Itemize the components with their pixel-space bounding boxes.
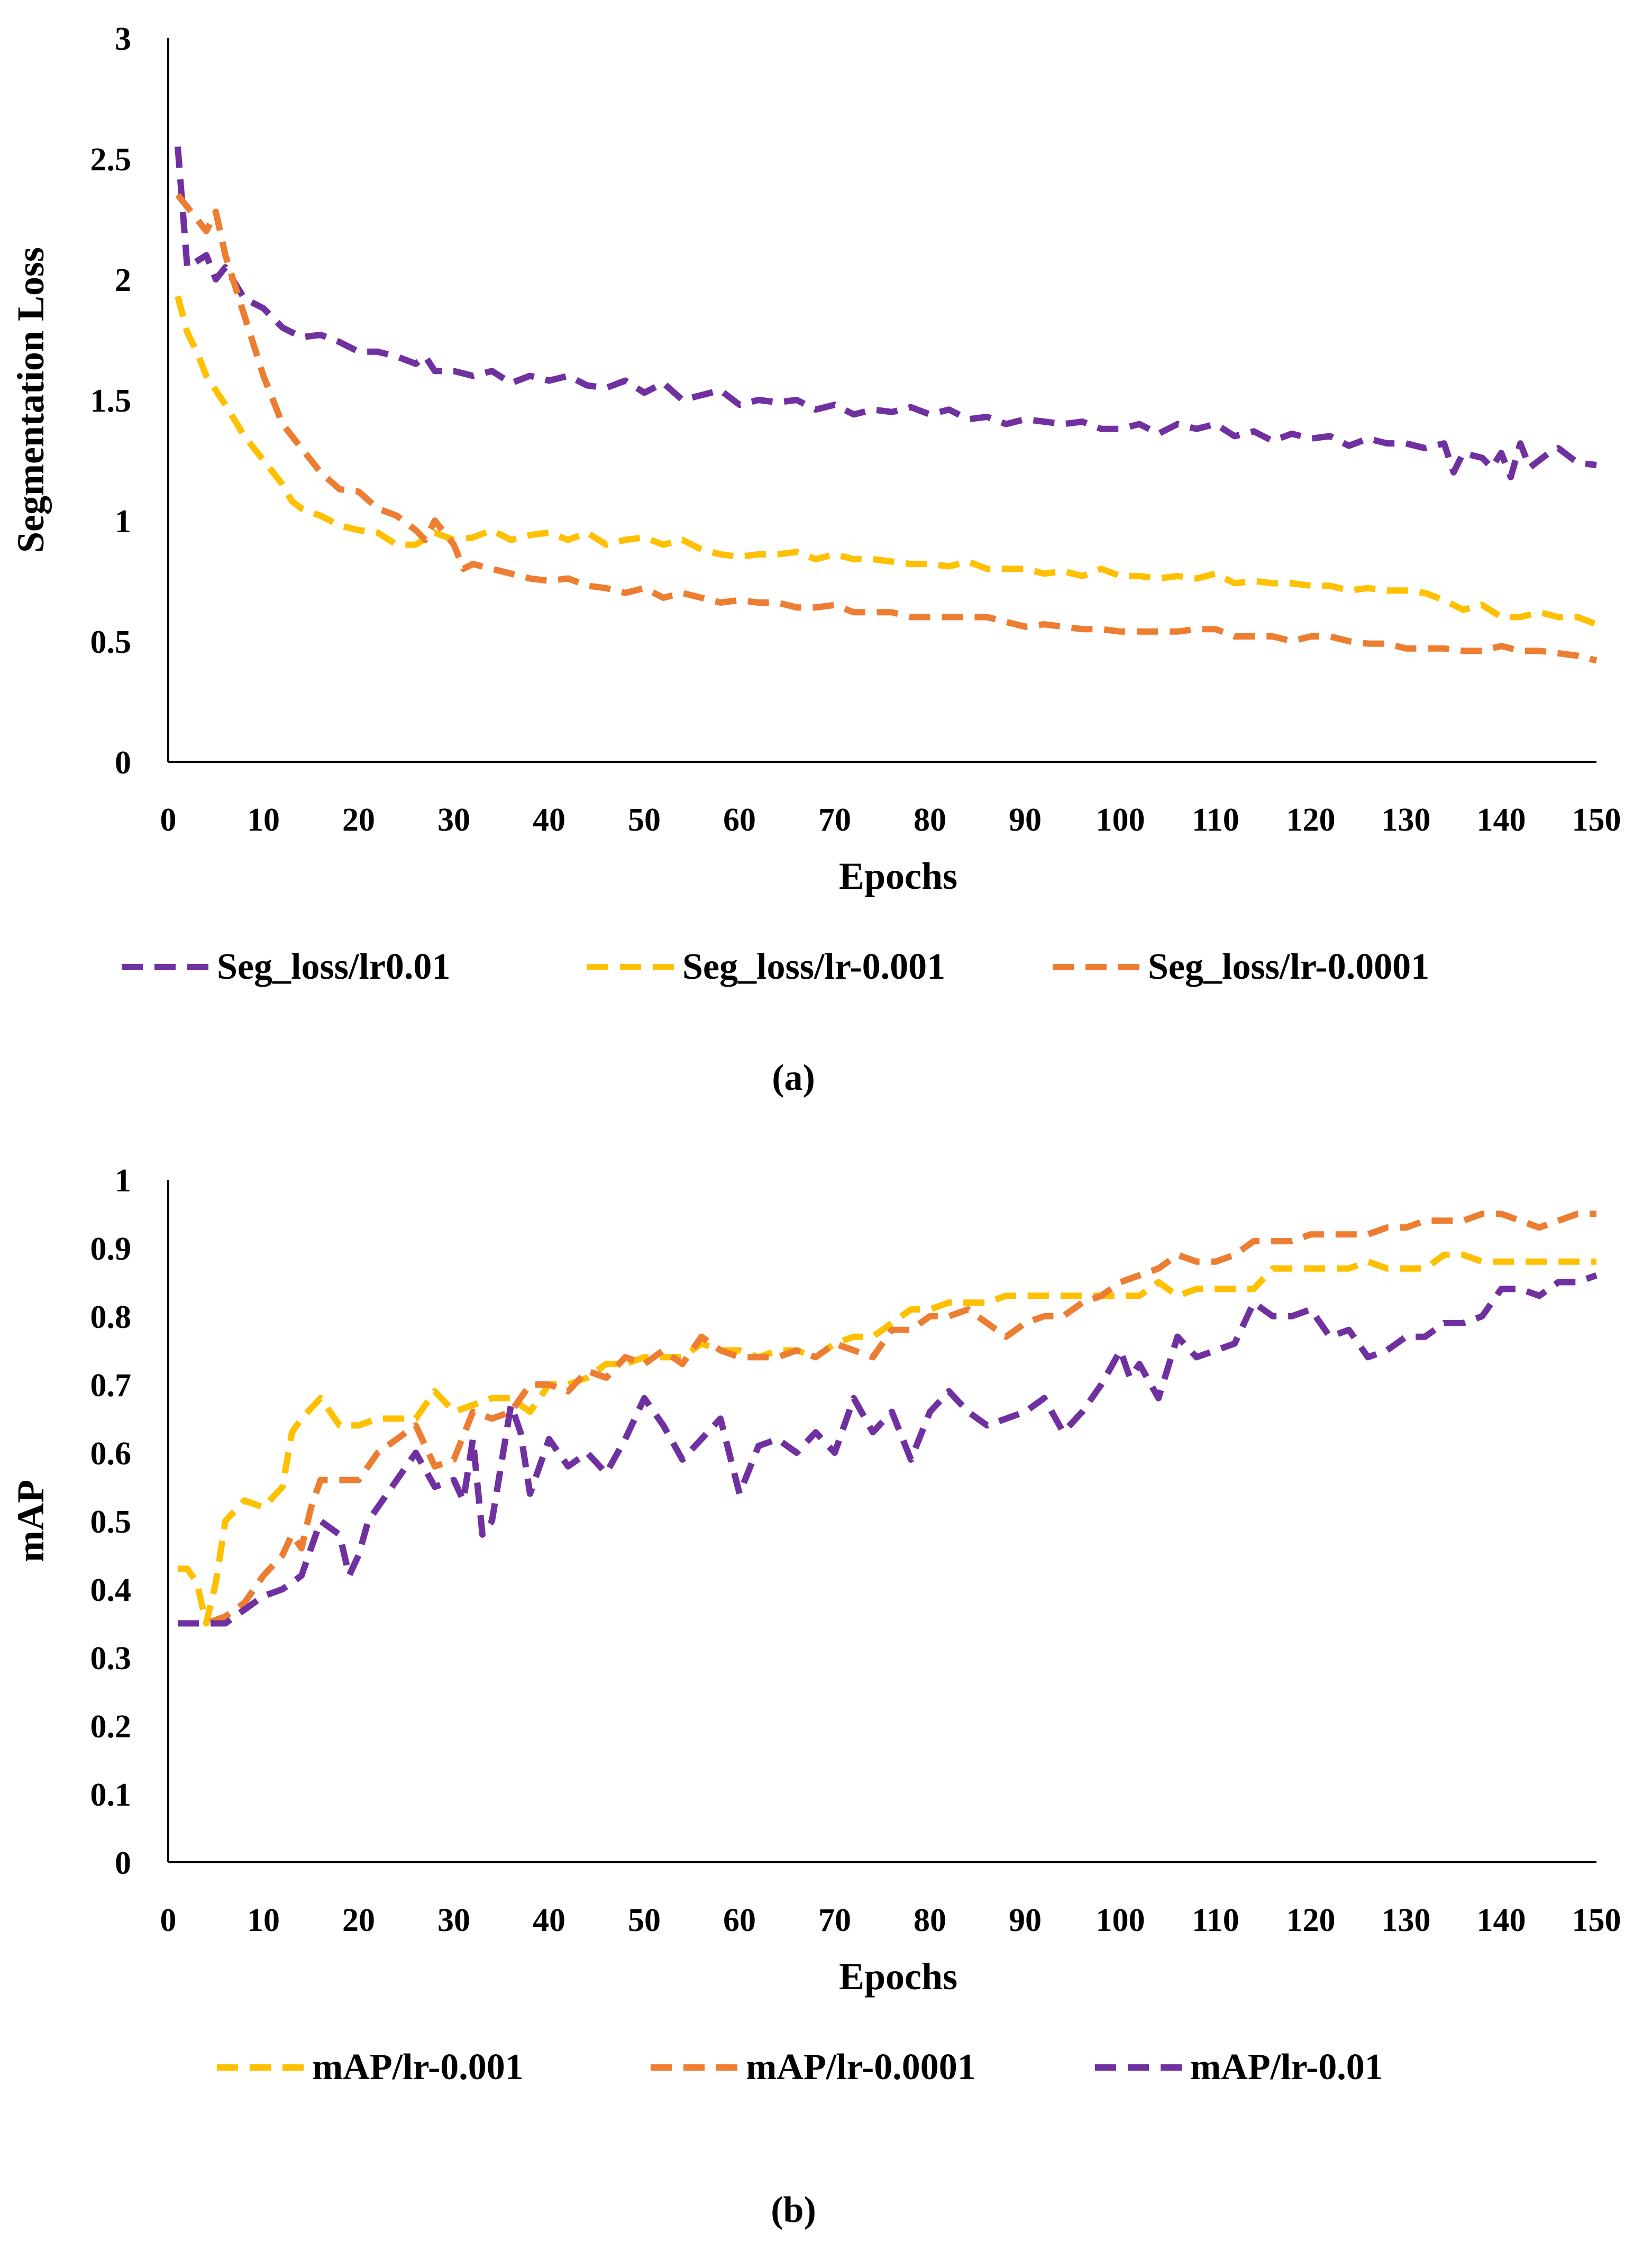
x-tick-label: 150 <box>1572 1902 1621 1938</box>
legend-label: Seg_loss/lr-0.001 <box>682 946 945 987</box>
y-tick-label: 1.5 <box>90 383 132 419</box>
x-tick-label: 130 <box>1382 802 1431 838</box>
y-tick-label: 0.6 <box>90 1436 132 1472</box>
y-tick-label: 3 <box>115 21 131 57</box>
x-tick-label: 20 <box>342 802 375 838</box>
y-tick-label: 0.1 <box>90 1777 132 1813</box>
y-tick-label: 1 <box>115 504 131 540</box>
x-tick-label: 100 <box>1096 802 1145 838</box>
x-tick-label: 70 <box>818 1902 851 1938</box>
x-tick-label: 80 <box>914 1902 946 1938</box>
x-tick-label: 140 <box>1477 802 1526 838</box>
x-tick-label: 150 <box>1572 802 1621 838</box>
y-tick-label: 0.7 <box>90 1368 132 1404</box>
x-tick-label: 130 <box>1382 1902 1431 1938</box>
y-tick-label: 0.5 <box>90 1504 132 1540</box>
series-line-map-lr-0-01 <box>178 1272 1598 1627</box>
panel-caption: (b) <box>771 2190 816 2230</box>
legend-label: mAP/lr-0.001 <box>312 2047 524 2088</box>
y-tick-label: 0.9 <box>90 1231 132 1267</box>
y-tick-label: 0.4 <box>90 1572 132 1608</box>
x-tick-label: 0 <box>160 802 177 838</box>
chart-a: 00.511.522.530 10 20 30 40 50 60 70 80 90 100 110 12… <box>10 21 1621 1098</box>
x-tick-label: 80 <box>914 802 946 838</box>
series-line-map-lr-0-0001 <box>178 1210 1596 1627</box>
panel-caption: (a) <box>772 1058 815 1098</box>
chart-b: 00.10.20.30.40.50.60.70.80.910 10 20 30 40 50… <box>10 1163 1621 2230</box>
x-tick-label: 30 <box>437 802 470 838</box>
series-line-seg-loss-lr-0-001 <box>175 295 1598 627</box>
x-tick-label: 60 <box>723 802 756 838</box>
y-tick-label: 0.8 <box>90 1299 132 1335</box>
x-tick-label: 110 <box>1192 1902 1239 1938</box>
y-tick-label: 2.5 <box>90 142 132 178</box>
x-tick-label: 120 <box>1286 802 1336 838</box>
x-tick-label: 60 <box>723 1902 756 1938</box>
y-axis-title: Segmentation Loss <box>10 247 52 553</box>
x-tick-label: 140 <box>1477 1902 1526 1938</box>
y-tick-label: 0.3 <box>90 1641 132 1677</box>
x-axis-title: Epochs <box>839 855 957 897</box>
x-tick-label: 100 <box>1096 1902 1145 1938</box>
series-line-seg-loss-lr-0-0001 <box>175 193 1598 664</box>
legend-label: Seg_loss/lr-0.0001 <box>1148 946 1429 987</box>
y-tick-label: 0.2 <box>90 1709 132 1745</box>
x-tick-label: 110 <box>1192 802 1239 838</box>
x-tick-label: 50 <box>628 802 661 838</box>
y-tick-label: 0.5 <box>90 624 132 660</box>
x-tick-label: 70 <box>818 802 851 838</box>
x-tick-label: 10 <box>247 802 280 838</box>
x-tick-label: 40 <box>533 1902 565 1938</box>
series-line-seg-loss-lr0-01 <box>175 146 1597 480</box>
legend-label: mAP/lr-0.01 <box>1190 2047 1383 2088</box>
y-axis-title: mAP <box>10 1480 52 1562</box>
y-tick-label: 2 <box>115 262 131 298</box>
legend-label: Seg_loss/lr0.01 <box>217 946 450 987</box>
y-tick-label: 1 <box>115 1163 131 1199</box>
x-tick-label: 90 <box>1009 1902 1042 1938</box>
legend-label: mAP/lr-0.0001 <box>746 2047 976 2088</box>
series-line-map-lr-0-001 <box>178 1251 1596 1627</box>
x-tick-label: 40 <box>533 802 565 838</box>
y-tick-label: 0 <box>115 1845 131 1881</box>
x-tick-label: 10 <box>247 1902 280 1938</box>
y-tick-label: 0 <box>115 745 131 781</box>
x-tick-label: 50 <box>628 1902 661 1938</box>
x-tick-label: 30 <box>437 1902 470 1938</box>
x-tick-label: 20 <box>342 1902 375 1938</box>
x-tick-label: 90 <box>1009 802 1042 838</box>
x-axis-title: Epochs <box>839 1955 957 1998</box>
x-tick-label: 120 <box>1286 1902 1336 1938</box>
x-tick-label: 0 <box>160 1902 177 1938</box>
